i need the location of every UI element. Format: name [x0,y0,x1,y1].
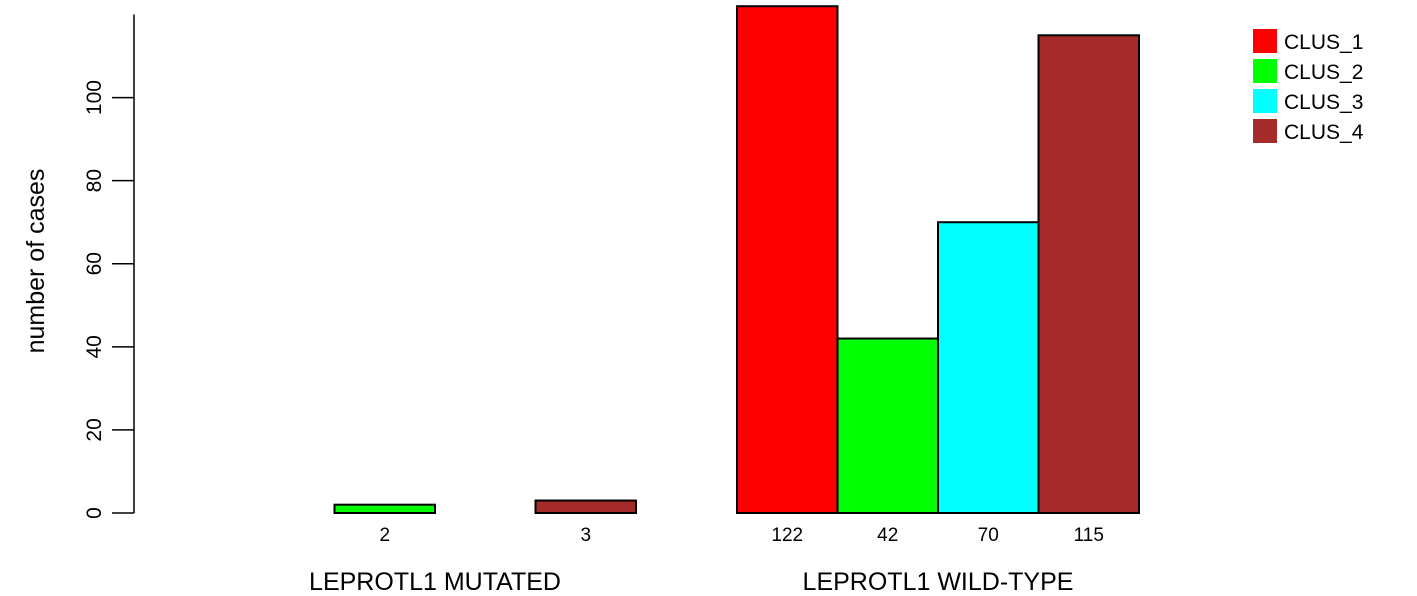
legend-label: CLUS_1 [1284,31,1363,54]
y-tick-label: 20 [83,418,106,441]
y-tick-label: 40 [83,335,106,358]
y-axis-title: number of cases [22,169,50,354]
bar-clus-4 [534,499,637,514]
y-tick-label: 100 [83,80,106,115]
bar-clus-2 [333,503,436,514]
bar-group: 2 3 LEPROTL1 MUTATED [309,499,637,596]
bar-value-label: 2 [379,525,390,546]
group-label: LEPROTL1 MUTATED [309,568,561,596]
bar-clus-3 [937,221,1040,514]
legend-item: CLUS_3 [1253,89,1363,114]
bar-group: 122 42 70 115 LEPROTL1 WILD-TYPE [736,5,1140,596]
legend-item: CLUS_2 [1253,59,1363,84]
bar-clus-1 [736,5,839,514]
legend-swatch [1253,89,1277,113]
y-tick-label: 60 [83,252,106,275]
y-axis: 0 20 40 60 80 100 [83,14,135,519]
legend-swatch [1253,59,1277,83]
y-tick-label: 80 [83,169,106,192]
bar-clus-4 [1037,34,1140,514]
legend-swatch [1253,29,1277,53]
bar-clus-2 [836,337,939,515]
legend-label: CLUS_3 [1284,91,1363,114]
group-label: LEPROTL1 WILD-TYPE [803,568,1074,596]
legend-item: CLUS_4 [1253,119,1364,144]
bars: 2 3 LEPROTL1 MUTATED 122 42 70 115 LEPROTL1 WIL… [309,5,1140,596]
legend-label: CLUS_2 [1284,61,1363,84]
bar-value-label: 42 [877,525,898,546]
bar-value-label: 70 [978,525,999,546]
bar-value-label: 115 [1074,525,1104,546]
y-tick-label: 0 [83,507,106,519]
legend-swatch [1253,119,1277,143]
legend: CLUS_1 CLUS_2 CLUS_3 CLUS_4 [1253,29,1364,144]
legend-item: CLUS_1 [1253,29,1363,54]
bar-value-label: 3 [580,525,591,546]
legend-label: CLUS_4 [1284,121,1364,144]
bar-value-label: 122 [771,525,803,546]
